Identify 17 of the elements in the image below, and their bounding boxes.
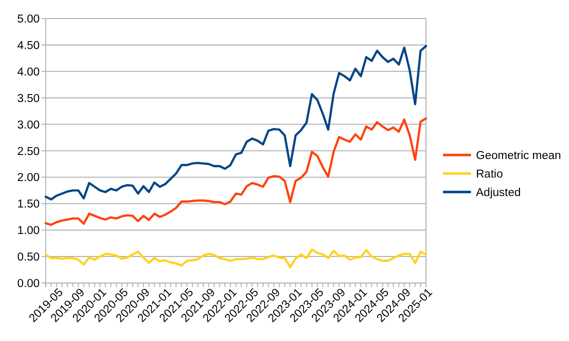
y-tick-label: 3.50 [17,92,40,105]
line-series [44,44,428,201]
y-tick-label: 4.50 [17,40,40,52]
legend-label: Ratio [476,168,503,181]
line-series [44,117,428,226]
y-tick-label: 1.50 [17,198,40,211]
y-tick-label: 5.00 [17,14,40,26]
y-tick-label: 2.50 [17,146,40,158]
y-tick-label: 1.00 [17,225,40,238]
legend-label: Geometric mean [476,150,562,162]
line-series [44,248,428,268]
legend-label: Adjusted [476,187,521,200]
y-tick-label: 2.00 [17,172,40,184]
y-tick-label: 0.00 [17,278,40,290]
y-tick-label: 0.50 [17,252,40,264]
y-tick-label: 4.00 [17,66,40,78]
y-tick-label: 3.00 [17,119,40,132]
